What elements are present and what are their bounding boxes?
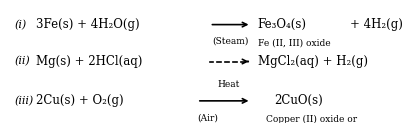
Text: MgCl₂(aq) + H₂(g): MgCl₂(aq) + H₂(g)	[258, 55, 368, 68]
Text: (i): (i)	[15, 19, 27, 30]
Text: Heat: Heat	[217, 80, 240, 89]
Text: 2Cu(s) + O₂(g): 2Cu(s) + O₂(g)	[36, 94, 123, 107]
Text: (Steam): (Steam)	[212, 37, 248, 46]
Text: (Air): (Air)	[197, 113, 218, 122]
Text: + 4H₂(g): + 4H₂(g)	[350, 18, 403, 31]
Text: Copper (II) oxide or: Copper (II) oxide or	[266, 114, 357, 123]
Text: Mg(s) + 2HCl(aq): Mg(s) + 2HCl(aq)	[36, 55, 142, 68]
Text: 2CuO(s): 2CuO(s)	[274, 94, 323, 107]
Text: Fe₃O₄(s): Fe₃O₄(s)	[258, 18, 307, 31]
Text: 3Fe(s) + 4H₂O(g): 3Fe(s) + 4H₂O(g)	[36, 18, 139, 31]
Text: Fe (II, III) oxide: Fe (II, III) oxide	[258, 38, 330, 47]
Text: (ii): (ii)	[15, 56, 31, 67]
Text: (iii): (iii)	[15, 96, 34, 106]
